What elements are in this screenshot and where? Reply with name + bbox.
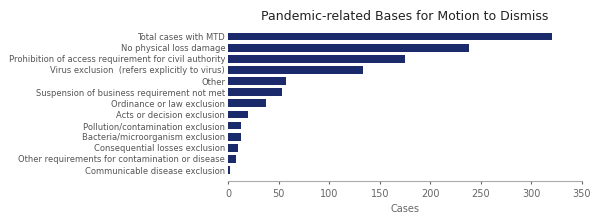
- X-axis label: Cases: Cases: [391, 204, 419, 213]
- Bar: [228, 33, 551, 40]
- Title: Pandemic-related Bases for Motion to Dismiss: Pandemic-related Bases for Motion to Dis…: [262, 10, 548, 23]
- Bar: [228, 111, 248, 118]
- Bar: [228, 122, 241, 130]
- Bar: [228, 44, 469, 52]
- Bar: [228, 99, 266, 107]
- Bar: [228, 166, 230, 174]
- Bar: [228, 55, 405, 63]
- Bar: [228, 155, 236, 163]
- Bar: [228, 77, 286, 85]
- Bar: [228, 133, 241, 141]
- Bar: [228, 144, 238, 152]
- Bar: [228, 66, 362, 74]
- Bar: [228, 88, 281, 96]
